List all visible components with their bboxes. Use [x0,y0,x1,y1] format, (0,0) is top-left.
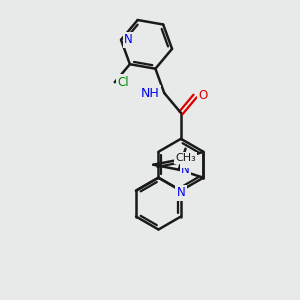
Text: CH₃: CH₃ [175,153,196,163]
Text: NH: NH [141,87,160,100]
Text: N: N [124,33,133,46]
Text: O: O [198,89,207,103]
Text: N: N [181,163,190,176]
Text: Cl: Cl [118,76,129,89]
Text: N: N [176,187,185,200]
Text: N: N [181,153,190,166]
